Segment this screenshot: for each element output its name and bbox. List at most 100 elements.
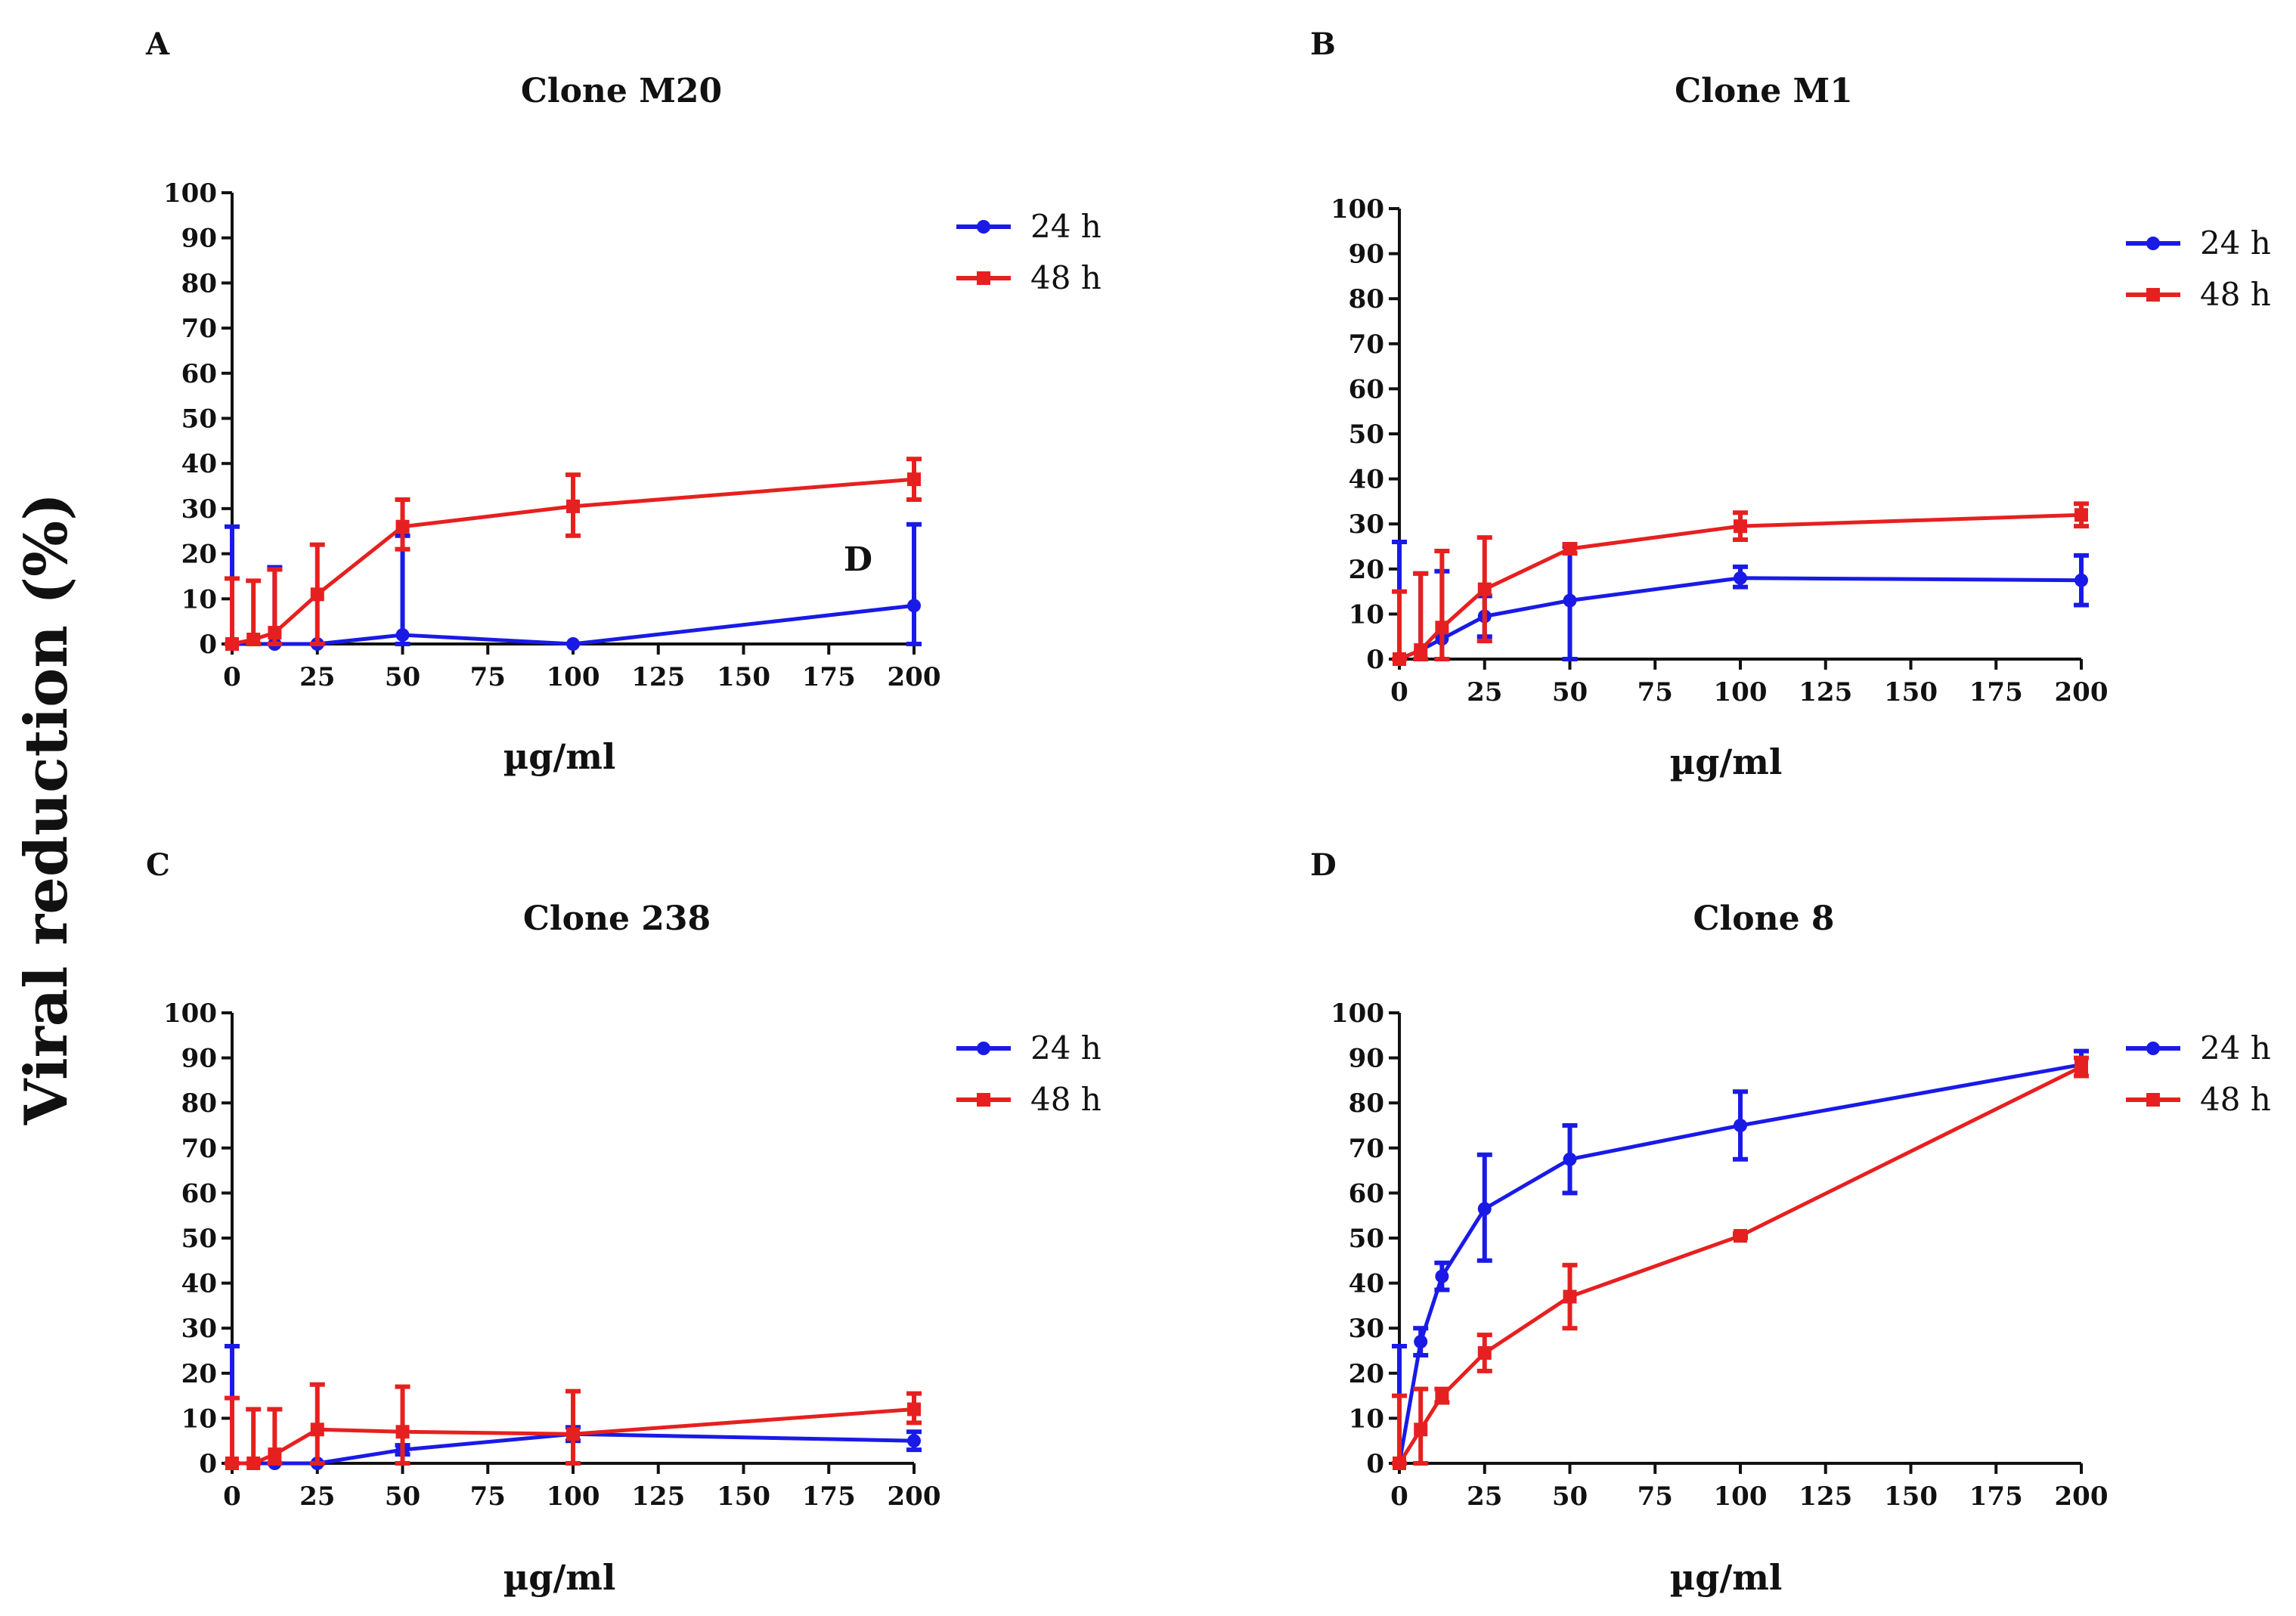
panel-annotation: D [844,540,872,579]
x-tick-label: 25 [299,1481,335,1512]
y-tick-label: 100 [163,998,217,1029]
data-point [1563,593,1577,608]
data-point [395,628,410,642]
series-48h [225,1382,922,1470]
legend-label: 24 h [1030,1029,1102,1066]
legend-entry: 48 h [2126,1081,2271,1118]
data-point [395,1425,410,1439]
y-tick-label: 20 [181,1359,217,1389]
data-point [268,1447,282,1462]
legend-entry: 24 h [2126,224,2271,262]
data-point [268,626,282,640]
y-tick-label: 100 [1331,998,1384,1029]
y-tick-label: 20 [181,540,217,570]
x-tick-label: 150 [717,662,770,692]
data-point [1734,571,1747,585]
data-point [246,633,261,647]
shared-y-axis-label: Viral reduction (%) [12,493,81,1125]
y-tick-label: 80 [181,268,217,299]
y-tick-label: 90 [181,1044,217,1074]
y-tick-label: 10 [1349,599,1384,630]
data-point [1734,1119,1747,1132]
x-tick-label: 100 [1714,1481,1768,1512]
x-tick-label: 75 [470,1481,506,1512]
y-tick-label: 60 [1349,374,1384,404]
y-tick-label: 20 [1349,1359,1384,1389]
y-tick-label: 90 [181,224,217,254]
panel-title: Clone M20 [521,72,722,110]
x-tick-label: 150 [717,1481,770,1512]
data-point [566,637,580,651]
x-axis-label: µg/ml [504,1557,616,1598]
data-point [310,1423,324,1437]
y-tick-label: 70 [1349,330,1384,360]
data-point [566,499,580,513]
x-tick-label: 100 [547,1481,600,1512]
data-point [1734,1229,1747,1243]
data-point [1477,1202,1492,1216]
series-24h [225,522,922,651]
data-point [907,599,921,613]
y-tick-label: 20 [1349,555,1384,585]
x-tick-label: 50 [1552,1481,1588,1512]
y-tick-label: 40 [1349,1269,1384,1299]
data-point [1393,1457,1406,1470]
y-tick-label: 90 [1349,240,1384,270]
y-tick-label: 50 [1349,419,1384,450]
legend-marker [977,1042,990,1055]
y-tick-label: 80 [1349,284,1384,314]
y-tick-label: 90 [1349,1044,1384,1074]
data-point [1435,1269,1449,1283]
y-tick-label: 60 [181,359,217,389]
legend-entry: 24 h [2126,1029,2271,1066]
data-point [1414,1335,1428,1349]
panel-letter: B [1310,26,1336,62]
y-tick-label: 60 [1349,1178,1384,1209]
legend-marker [977,1093,990,1107]
x-tick-label: 125 [1799,1481,1852,1512]
y-tick-label: 10 [181,1404,217,1434]
y-tick-label: 80 [181,1088,217,1119]
legend-label: 24 h [2200,1029,2271,1066]
legend-label: 48 h [2200,276,2271,313]
y-tick-label: 50 [181,404,217,435]
x-tick-label: 0 [1390,677,1408,707]
y-tick-label: 0 [1366,645,1384,675]
data-point [225,1457,239,1470]
data-point [1563,1152,1577,1166]
data-point [225,637,239,651]
data-point [2074,573,2088,587]
x-tick-label: 50 [1552,677,1588,707]
legend-marker [977,220,990,234]
y-tick-label: 50 [181,1224,217,1254]
y-tick-label: 30 [181,1314,217,1344]
series-line [1399,576,2082,661]
series-24h [1392,540,2089,666]
x-tick-label: 25 [1467,677,1502,707]
y-tick-label: 30 [181,494,217,525]
legend-label: 48 h [2200,1081,2271,1118]
data-point [907,1402,921,1416]
x-tick-label: 150 [1884,677,1938,707]
data-point [1734,519,1747,534]
legend-marker [2146,237,2160,250]
panel-letter: D [1310,847,1337,883]
data-point [1477,1345,1492,1360]
y-tick-label: 40 [1349,465,1384,495]
x-tick-label: 100 [1714,677,1768,707]
y-tick-label: 40 [181,449,217,479]
legend-label: 48 h [1030,1081,1102,1118]
y-tick-label: 30 [1349,1314,1384,1344]
data-point [246,1457,261,1470]
panel-a: A Clone M20 0 10 20 30 40 50 60 70 80 90 100 0 25 50 75 1… [145,26,1102,777]
x-tick-label: 200 [2055,677,2109,707]
y-tick-label: 70 [181,1134,217,1164]
y-tick-label: 0 [199,630,217,660]
y-tick-label: 60 [181,1178,217,1209]
y-tick-label: 80 [1349,1088,1384,1119]
panel-b: B Clone M1 0 10 20 30 40 50 60 70 80 90 100 0 25 50 75 10… [1310,26,2271,782]
data-point [1435,621,1449,635]
panel-c: C Clone 238 0 10 20 30 40 50 60 70 80 90 100 0 25 50 75 1… [146,847,1102,1598]
data-point [1435,1388,1449,1403]
